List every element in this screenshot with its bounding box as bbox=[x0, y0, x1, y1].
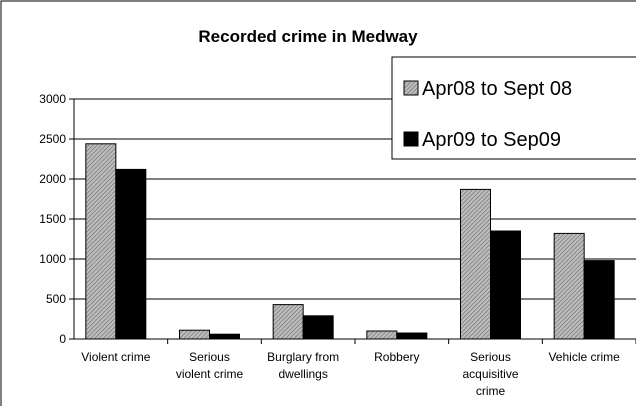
bar-series-2 bbox=[583, 260, 615, 340]
x-category-label: violent crime bbox=[176, 367, 244, 381]
legend-label: Apr09 to Sep09 bbox=[422, 129, 561, 151]
bar-series-1 bbox=[179, 329, 210, 340]
chart-title: Recorded crime in Medway bbox=[198, 27, 418, 46]
bar-series-2 bbox=[115, 168, 147, 340]
x-category-label: Serious bbox=[189, 350, 230, 364]
bar-series-2 bbox=[396, 332, 428, 340]
y-tick-label: 3000 bbox=[39, 92, 66, 106]
bar-series-1 bbox=[85, 143, 117, 340]
y-tick-label: 0 bbox=[59, 332, 66, 346]
x-category-label: Burglary from bbox=[267, 350, 339, 364]
x-category-label: crime bbox=[476, 384, 506, 398]
x-category-label: Vehicle crime bbox=[548, 350, 620, 364]
bar-series-2 bbox=[302, 315, 334, 340]
x-category-label: dwellings bbox=[278, 367, 327, 381]
x-category-label: Serious bbox=[470, 350, 511, 364]
bar-series-2 bbox=[490, 230, 521, 340]
bar-series-2 bbox=[209, 333, 240, 340]
axes: 0 500 1000 1500 2000 2500 3000 bbox=[39, 92, 636, 346]
bar-series-1 bbox=[553, 232, 585, 340]
legend-swatch bbox=[403, 80, 419, 96]
bar-series-1 bbox=[272, 304, 304, 340]
x-category-label: Violent crime bbox=[81, 350, 150, 364]
category-labels: Violent crime Serious violent crime Burglar… bbox=[81, 350, 620, 398]
legend-box bbox=[391, 56, 636, 160]
y-tick-label: 1000 bbox=[39, 252, 66, 266]
y-tick-label: 500 bbox=[46, 292, 66, 306]
y-tick-label: 2500 bbox=[39, 132, 66, 146]
y-tick-label: 1500 bbox=[39, 212, 66, 226]
legend-label: Apr08 to Sept 08 bbox=[422, 78, 572, 100]
bar-series-1 bbox=[460, 188, 491, 340]
x-category-label: acquisitive bbox=[462, 367, 518, 381]
legend: Apr08 to Sept 08 Apr09 to Sep09 bbox=[391, 56, 636, 160]
bar-series-1 bbox=[366, 330, 398, 340]
bars bbox=[85, 143, 615, 340]
x-category-label: Robbery bbox=[374, 350, 419, 364]
y-tick-label: 2000 bbox=[39, 172, 66, 186]
legend-swatch bbox=[403, 131, 419, 147]
